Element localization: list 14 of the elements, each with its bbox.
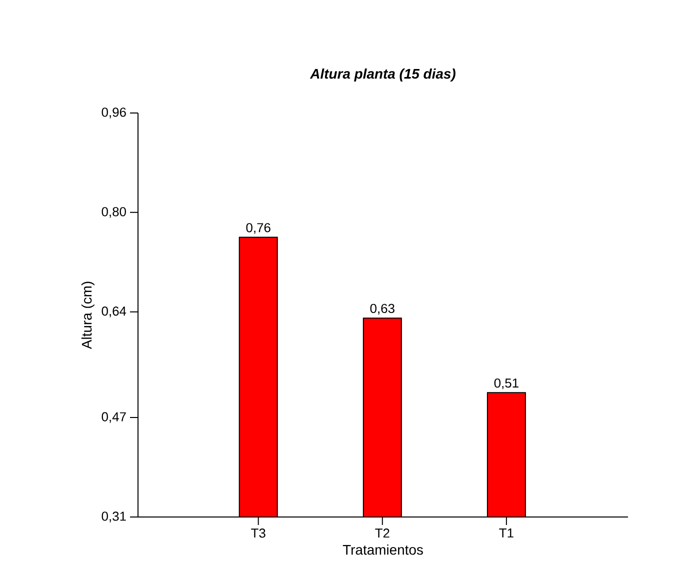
data-label: 0,63: [370, 304, 394, 315]
y-tick-label: 0,47: [102, 412, 126, 423]
x-axis-title: Tratamientos: [342, 544, 423, 555]
y-tick-label: 0,31: [102, 512, 126, 522]
data-label: 0,51: [494, 378, 518, 390]
y-tick-label: 0,96: [102, 108, 126, 118]
x-tick-label: T1: [499, 528, 514, 538]
data-label: 0,76: [246, 223, 270, 234]
x-tick-label: T2: [375, 528, 390, 538]
y-axis-title: Altura (cm): [81, 282, 94, 350]
x-tick-label: T3: [251, 528, 266, 538]
y-tick-label: 0,64: [102, 306, 126, 318]
y-tick-label: 0,80: [102, 207, 126, 218]
chart-title: Altura planta (15 dias): [310, 68, 456, 82]
